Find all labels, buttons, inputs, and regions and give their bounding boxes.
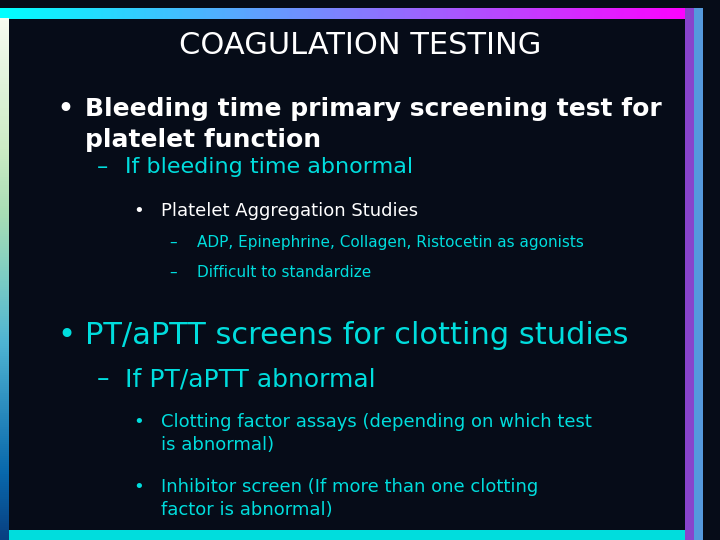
Text: –: –	[97, 157, 109, 177]
Text: Bleeding time primary screening test for
platelet function: Bleeding time primary screening test for…	[85, 97, 662, 152]
Text: •: •	[133, 202, 144, 220]
Bar	[694, 8, 703, 540]
Text: Clotting factor assays (depending on which test
is abnormal): Clotting factor assays (depending on whi…	[161, 413, 591, 454]
Text: Platelet Aggregation Studies: Platelet Aggregation Studies	[161, 202, 418, 220]
Text: If PT/aPTT abnormal: If PT/aPTT abnormal	[125, 367, 375, 391]
Text: ADP, Epinephrine, Collagen, Ristocetin as agonists: ADP, Epinephrine, Collagen, Ristocetin a…	[197, 235, 583, 250]
Bar	[0, 530, 691, 540]
Text: •: •	[133, 478, 144, 496]
Text: Difficult to standardize: Difficult to standardize	[197, 265, 371, 280]
Text: •: •	[133, 413, 144, 431]
Text: COAGULATION TESTING: COAGULATION TESTING	[179, 31, 541, 60]
Bar	[685, 8, 698, 540]
Text: –: –	[169, 265, 177, 280]
Text: •: •	[58, 321, 76, 350]
Text: •: •	[58, 97, 73, 121]
Text: PT/aPTT screens for clotting studies: PT/aPTT screens for clotting studies	[85, 321, 629, 350]
Text: –: –	[97, 367, 109, 391]
Text: If bleeding time abnormal: If bleeding time abnormal	[125, 157, 413, 177]
Text: –: –	[169, 235, 177, 250]
Text: Inhibitor screen (If more than one clotting
factor is abnormal): Inhibitor screen (If more than one clott…	[161, 478, 538, 519]
